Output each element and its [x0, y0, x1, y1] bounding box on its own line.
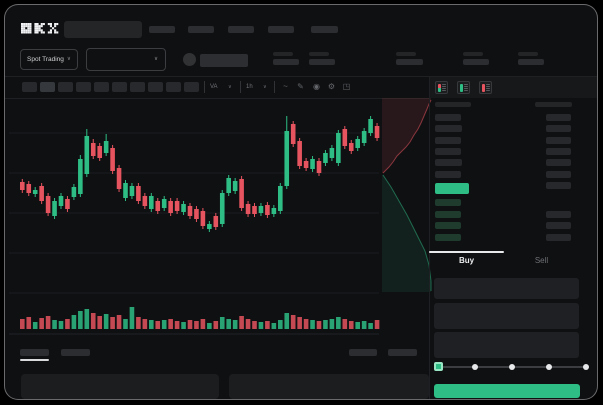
bid-price-bar[interactable] [435, 222, 461, 230]
stat-value [463, 59, 489, 65]
timeframe-button-4[interactable] [76, 82, 91, 92]
timeframe-button-2[interactable] [40, 82, 55, 92]
stat-value [309, 59, 335, 65]
timeframe-button-1[interactable] [22, 82, 37, 92]
price-input[interactable] [434, 278, 579, 299]
bid-amount-bar[interactable] [546, 210, 571, 218]
indicator-dropdown[interactable]: VA [210, 84, 218, 90]
ask-price-bar[interactable] [435, 125, 462, 133]
search-input[interactable] [64, 21, 142, 38]
nav-item-1[interactable] [149, 26, 175, 33]
chart-footer-tab-underline [20, 359, 49, 361]
nav-item-3[interactable] [228, 26, 254, 33]
orderbook-col-header-amount [535, 102, 572, 107]
toolbar-divider [240, 81, 241, 93]
nav-item-2[interactable] [188, 26, 214, 33]
buy-submit-button[interactable] [434, 384, 580, 398]
timeframe-button-6[interactable] [112, 82, 127, 92]
okx-logo [21, 23, 59, 34]
chevron-down-icon[interactable]: ∨ [228, 84, 232, 90]
bid-price-bar[interactable] [435, 233, 461, 241]
depth-chart [382, 98, 432, 292]
ask-price-bar[interactable] [435, 147, 461, 155]
orderbook-col-header-price [435, 102, 471, 107]
tab-sell[interactable]: Sell [534, 256, 549, 265]
toolbar-divider [204, 81, 205, 93]
ask-amount-bar[interactable] [546, 170, 571, 178]
pair-selector[interactable]: ∨ [86, 48, 166, 71]
bid-price-bar[interactable] [435, 210, 461, 218]
slider-stop-25[interactable] [472, 364, 478, 370]
stat-label [463, 52, 483, 56]
ask-price-bar[interactable] [435, 136, 461, 144]
fullscreen-icon[interactable]: ◳ [342, 82, 351, 91]
market-type-label: Spot Trading [27, 56, 64, 63]
toolbar-divider-bottom [5, 98, 429, 99]
stat-label [396, 52, 416, 56]
orderbook-toolbar-strip [430, 77, 597, 98]
ask-amount-bar[interactable] [546, 147, 571, 155]
timeframe-button-5[interactable] [94, 82, 109, 92]
stat-label [518, 52, 538, 56]
timeframe-button-7[interactable] [130, 82, 145, 92]
tab-indicator [429, 251, 504, 253]
ask-amount-bar[interactable] [546, 182, 571, 189]
nav-item-4[interactable] [268, 26, 294, 33]
total-input[interactable] [434, 332, 579, 358]
bid-amount-bar[interactable] [546, 233, 571, 241]
ask-price-bar[interactable] [435, 159, 462, 167]
ask-amount-bar[interactable] [546, 136, 571, 144]
market-type-selector[interactable]: Spot Trading ∨ [20, 49, 78, 70]
bid-amount-bar[interactable] [546, 222, 571, 230]
slider-handle[interactable] [433, 362, 443, 371]
stat-value [396, 59, 423, 65]
ask-amount-bar[interactable] [546, 125, 571, 133]
orderbook-mode-asks-icon[interactable] [479, 81, 492, 94]
wave-icon[interactable]: ~ [283, 82, 288, 91]
chevron-down-icon[interactable]: ∨ [263, 84, 267, 90]
camera-icon[interactable]: ◉ [313, 82, 320, 91]
chart-footer-control[interactable] [349, 349, 377, 356]
chevron-down-icon: ∨ [153, 55, 158, 62]
header-divider [5, 76, 597, 77]
stat-value [518, 59, 544, 65]
ask-amount-bar[interactable] [546, 159, 571, 167]
orderbook-mode-bids-icon[interactable] [457, 81, 470, 94]
stat-label [309, 52, 329, 56]
token-icon [183, 53, 196, 66]
pair-name-placeholder [200, 54, 248, 67]
timeframe-button-8[interactable] [148, 82, 163, 92]
chart-footer-tab[interactable] [61, 349, 90, 356]
orderbook-mode-split-icon[interactable] [435, 81, 448, 94]
orders-panel-left [21, 374, 219, 399]
chart-footer-control[interactable] [388, 349, 417, 356]
timeframe-button-9[interactable] [166, 82, 181, 92]
settings-icon[interactable]: ⚙ [327, 82, 336, 91]
stat-value [273, 59, 299, 65]
nav-item-5[interactable] [311, 26, 338, 33]
ask-price-bar[interactable] [435, 170, 461, 178]
ask-amount-bar[interactable] [546, 114, 571, 121]
toolbar-divider [274, 81, 275, 93]
panel-divider [429, 76, 430, 399]
orderbook-last-price[interactable] [435, 183, 469, 194]
ask-price-bar[interactable] [435, 114, 461, 121]
timeframe-button-3[interactable] [58, 82, 73, 92]
interval-dropdown[interactable]: 1h [246, 84, 253, 90]
chart-footer-tab-active[interactable] [20, 349, 49, 356]
candlestick-chart [9, 116, 380, 335]
bid-price-bar[interactable] [435, 199, 461, 206]
draw-icon[interactable]: ✎ [297, 82, 304, 91]
amount-input[interactable] [434, 303, 579, 329]
orders-panel-right [229, 374, 429, 399]
timeframe-button-10[interactable] [184, 82, 199, 92]
tab-buy[interactable]: Buy [458, 256, 475, 265]
slider-stop-100[interactable] [583, 364, 589, 370]
slider-stop-50[interactable] [509, 364, 515, 370]
slider-stop-75[interactable] [546, 364, 552, 370]
app-window: Spot Trading ∨ ∨ VA ∨ 1h ∨ ~ ✎ ◉ ⚙ ◳ [4, 4, 598, 400]
chevron-down-icon: ∨ [66, 55, 71, 62]
stat-label [273, 52, 293, 56]
